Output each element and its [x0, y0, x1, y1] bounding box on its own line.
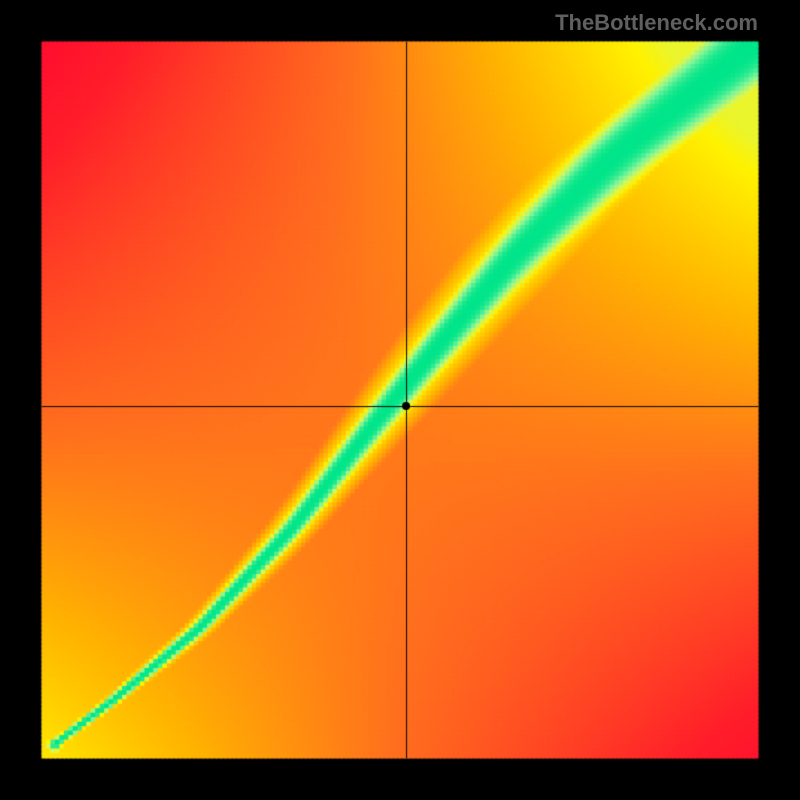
watermark-text: TheBottleneck.com	[555, 10, 758, 36]
heatmap-canvas	[0, 0, 800, 800]
figure-stage: TheBottleneck.com	[0, 0, 800, 800]
